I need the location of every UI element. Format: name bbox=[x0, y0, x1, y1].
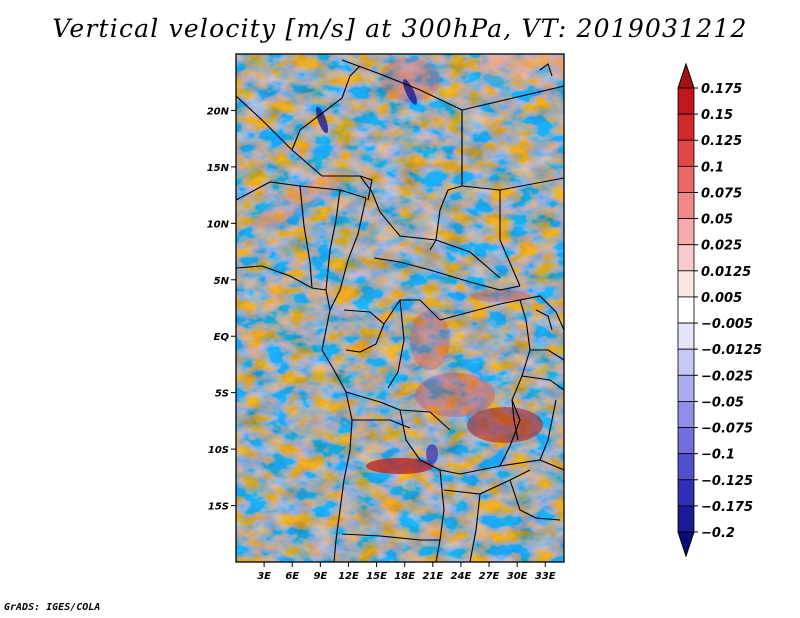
colorbar-swatch bbox=[677, 401, 695, 428]
colorbar-label: 0.175 bbox=[701, 82, 742, 97]
lat-tick-label: 15S bbox=[208, 502, 229, 513]
colorbar-label: 0.0125 bbox=[701, 265, 751, 280]
colorbar-swatch bbox=[677, 505, 695, 533]
colorbar-label: −0.2 bbox=[701, 526, 735, 541]
colorbar-swatch bbox=[677, 270, 695, 298]
velocity-field bbox=[236, 54, 564, 562]
colorbar-label: 0.075 bbox=[701, 186, 742, 201]
colorbar-label: −0.005 bbox=[701, 317, 753, 332]
colorbar-label: −0.125 bbox=[701, 474, 753, 489]
lon-tick-label: 6E bbox=[285, 571, 299, 582]
colorbar-top-arrow bbox=[677, 62, 695, 89]
chart-title: Vertical velocity [m/s] at 300hPa, VT: 2… bbox=[52, 14, 748, 43]
lat-tick-label: 5S bbox=[215, 389, 229, 400]
colorbar-swatch bbox=[677, 322, 695, 350]
colorbar-label: −0.05 bbox=[701, 395, 744, 410]
colorbar-swatch bbox=[677, 87, 695, 115]
lon-tick-label: 33E bbox=[535, 571, 556, 582]
lat-tick-label: 10S bbox=[208, 445, 229, 456]
colorbar-label: 0.005 bbox=[701, 291, 742, 306]
country-borders bbox=[236, 59, 564, 562]
lon-tick-label: 18E bbox=[394, 571, 415, 582]
colorbar-swatch bbox=[677, 296, 695, 324]
lon-tick-label: 21E bbox=[422, 571, 443, 582]
lat-tick-label: 10N bbox=[207, 219, 230, 230]
colorbar-label: −0.175 bbox=[701, 500, 753, 515]
colorbar-label: −0.075 bbox=[701, 422, 753, 437]
colorbar-label: 0.125 bbox=[701, 134, 742, 149]
colorbar-legend: 0.175 0.15 0.125 0.1 0.075 0.05 0.025 0.0125 0.0… bbox=[677, 62, 762, 558]
lon-tick-label: 9E bbox=[313, 571, 327, 582]
grads-credit: GrADS: IGES/COLA bbox=[4, 602, 101, 613]
colorbar-label: −0.1 bbox=[701, 448, 735, 463]
colorbar-swatch bbox=[677, 218, 695, 246]
lon-tick-label: 15E bbox=[366, 571, 387, 582]
colorbar-bottom-arrow bbox=[677, 531, 695, 558]
latitude-axis: 20N 15N 10N 5N EQ 5S 10S 15S bbox=[207, 106, 236, 513]
colorbar-label: 0.1 bbox=[701, 160, 724, 175]
lat-tick-label: EQ bbox=[214, 332, 230, 343]
lat-tick-label: 5N bbox=[214, 276, 230, 287]
lat-tick-label: 15N bbox=[207, 163, 230, 174]
colorbar-swatch bbox=[677, 453, 695, 481]
colorbar-label: 0.05 bbox=[701, 213, 733, 228]
colorbar-label: −0.0125 bbox=[701, 343, 762, 358]
longitude-axis: 3E 6E 9E 12E 15E 18E 21E 24E 27E 30E 33E bbox=[257, 562, 556, 582]
lon-tick-label: 27E bbox=[479, 571, 500, 582]
lon-tick-label: 30E bbox=[507, 571, 528, 582]
colorbar-swatch bbox=[677, 113, 695, 141]
colorbar-swatch bbox=[677, 374, 695, 402]
colorbar-swatch bbox=[677, 427, 695, 455]
colorbar-swatch bbox=[677, 192, 695, 219]
colorbar-label: 0.15 bbox=[701, 108, 733, 123]
colorbar-swatch bbox=[677, 348, 695, 376]
colorbar-swatch bbox=[677, 165, 695, 193]
colorbar-swatch bbox=[677, 479, 695, 507]
lat-tick-label: 20N bbox=[207, 106, 230, 117]
lon-tick-label: 3E bbox=[257, 571, 271, 582]
colorbar-swatch bbox=[677, 244, 695, 272]
colorbar-swatch bbox=[677, 139, 695, 167]
lon-tick-label: 12E bbox=[338, 571, 359, 582]
colorbar-label: 0.025 bbox=[701, 239, 742, 254]
map-frame bbox=[235, 53, 565, 563]
lon-tick-label: 24E bbox=[451, 571, 472, 582]
colorbar-label: −0.025 bbox=[701, 369, 753, 384]
